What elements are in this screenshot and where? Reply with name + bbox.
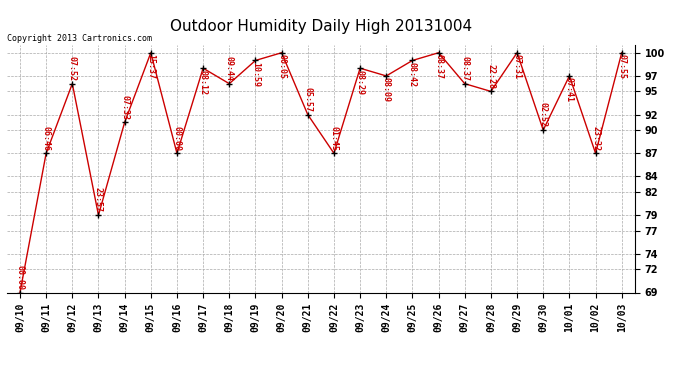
Text: 09:44: 09:44 [225,56,234,81]
Text: 08:09: 08:09 [382,77,391,102]
Text: 00:00: 00:00 [172,126,181,150]
Text: 01:45: 01:45 [329,126,338,150]
Text: 07:55: 07:55 [618,54,627,79]
Text: 00:05: 00:05 [277,54,286,79]
Text: 10:59: 10:59 [251,62,260,87]
Text: 07:52: 07:52 [68,56,77,81]
Text: 22:28: 22:28 [486,64,495,88]
Text: 23:32: 23:32 [591,126,600,150]
Text: 23:57: 23:57 [94,188,103,212]
Text: 08:42: 08:42 [408,62,417,87]
Text: Copyright 2013 Cartronics.com: Copyright 2013 Cartronics.com [7,33,152,42]
Title: Outdoor Humidity Daily High 20131004: Outdoor Humidity Daily High 20131004 [170,19,472,34]
Text: 00:00: 00:00 [15,265,24,290]
Text: 15:37: 15:37 [146,54,155,79]
Text: 08:12: 08:12 [199,70,208,94]
Text: 08:37: 08:37 [460,56,469,81]
Text: 02:52: 02:52 [539,102,548,127]
Text: 07:41: 07:41 [565,77,574,102]
Text: 06:46: 06:46 [41,126,50,150]
Text: 08:29: 08:29 [355,70,364,94]
Text: 05:57: 05:57 [304,87,313,112]
Text: 08:37: 08:37 [434,54,443,79]
Text: 07:31: 07:31 [513,54,522,79]
Text: 07:33: 07:33 [120,94,129,120]
